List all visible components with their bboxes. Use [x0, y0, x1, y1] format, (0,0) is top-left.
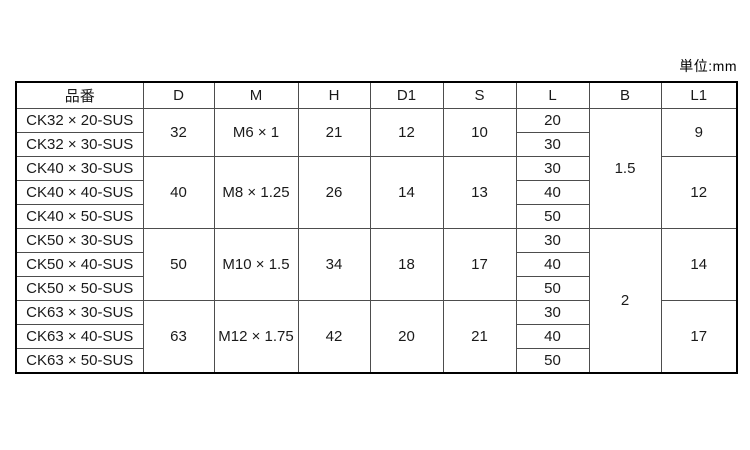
d1-value-cell: 14 — [369, 156, 444, 229]
s-value-cell: 13 — [442, 156, 517, 229]
table-row: CK63 × 30-SUS 63 M12 × 1.75 42 20 21 30 … — [15, 300, 738, 374]
l1-value-cell: 12 — [660, 156, 738, 229]
table-row: CK32 × 30-SUS 30 — [15, 132, 737, 157]
table-row: CK63 × 40-SUS 40 — [15, 324, 737, 349]
l-value-cell: 30 — [515, 228, 590, 253]
b-value-cell: 2 — [588, 228, 662, 374]
m-value-cell: M6 × 1 — [213, 108, 299, 157]
table-row: CK32 × 20-SUS 32 M6 × 1 21 12 10 20 1.5 … — [15, 108, 738, 229]
d1-value-cell: 12 — [369, 108, 444, 157]
table-row: CK40 × 30-SUS 40 M8 × 1.25 26 14 13 30 1… — [15, 156, 738, 229]
l-value-cell: 50 — [515, 204, 590, 229]
l-value-cell: 20 — [515, 108, 590, 133]
l1-value-cell: 9 — [660, 108, 738, 157]
b-value-cell: 1.5 — [588, 108, 662, 229]
col-header-b: B — [588, 81, 662, 109]
d-value-cell: 40 — [142, 156, 215, 229]
col-header-m: M — [213, 81, 299, 109]
l1-value-cell: 17 — [660, 300, 738, 374]
table-row: CK50 × 40-SUS 40 — [15, 252, 737, 277]
col-header-l1: L1 — [660, 81, 738, 109]
part-number-cell: CK50 × 40-SUS — [15, 252, 144, 277]
h-value-cell: 34 — [297, 228, 371, 301]
l-value-cell: 30 — [515, 132, 590, 157]
header-row: 品番 D M H D1 S L B L1 — [15, 81, 738, 109]
s-value-cell: 21 — [442, 300, 517, 374]
d-value-cell: 50 — [142, 228, 215, 301]
table-row: CK63 × 50-SUS 50 — [15, 348, 737, 374]
d-value-cell: 63 — [142, 300, 215, 374]
part-number-cell: CK50 × 30-SUS — [15, 228, 144, 253]
part-number-cell: CK32 × 20-SUS — [15, 108, 144, 133]
m-value-cell: M12 × 1.75 — [213, 300, 299, 374]
table-row: CK50 × 30-SUS 50 M10 × 1.5 34 18 17 30 2… — [15, 228, 738, 374]
part-number-cell: CK63 × 30-SUS — [15, 300, 144, 325]
unit-label: 単位:mm — [679, 58, 737, 74]
part-number-cell: CK32 × 30-SUS — [15, 132, 144, 157]
part-number-cell: CK40 × 50-SUS — [15, 204, 144, 229]
l-value-cell: 50 — [515, 276, 590, 301]
part-number-cell: CK50 × 50-SUS — [15, 276, 144, 301]
h-value-cell: 26 — [297, 156, 371, 229]
d1-value-cell: 20 — [369, 300, 444, 374]
part-number-cell: CK63 × 40-SUS — [15, 324, 144, 349]
col-header-s: S — [442, 81, 517, 109]
d1-value-cell: 18 — [369, 228, 444, 301]
table-row: CK40 × 40-SUS 40 — [15, 180, 737, 205]
l-value-cell: 30 — [515, 156, 590, 181]
spec-table: 品番 D M H D1 S L B L1 CK32 × 20-SUS 32 M6… — [15, 81, 738, 374]
l-value-cell: 40 — [515, 324, 590, 349]
part-number-cell: CK63 × 50-SUS — [15, 348, 144, 374]
m-value-cell: M8 × 1.25 — [213, 156, 299, 229]
s-value-cell: 10 — [442, 108, 517, 157]
col-header-part-number: 品番 — [15, 81, 144, 109]
l-value-cell: 50 — [515, 348, 590, 374]
l-value-cell: 40 — [515, 252, 590, 277]
col-header-d: D — [142, 81, 215, 109]
part-number-cell: CK40 × 40-SUS — [15, 180, 144, 205]
l1-value-cell: 14 — [660, 228, 738, 301]
col-header-d1: D1 — [369, 81, 444, 109]
table-row: CK40 × 50-SUS 50 — [15, 204, 737, 229]
table-row: CK50 × 50-SUS 50 — [15, 276, 737, 301]
m-value-cell: M10 × 1.5 — [213, 228, 299, 301]
part-number-cell: CK40 × 30-SUS — [15, 156, 144, 181]
s-value-cell: 17 — [442, 228, 517, 301]
d-value-cell: 32 — [142, 108, 215, 157]
l-value-cell: 30 — [515, 300, 590, 325]
l-value-cell: 40 — [515, 180, 590, 205]
col-header-h: H — [297, 81, 371, 109]
col-header-l: L — [515, 81, 590, 109]
h-value-cell: 42 — [297, 300, 371, 374]
h-value-cell: 21 — [297, 108, 371, 157]
